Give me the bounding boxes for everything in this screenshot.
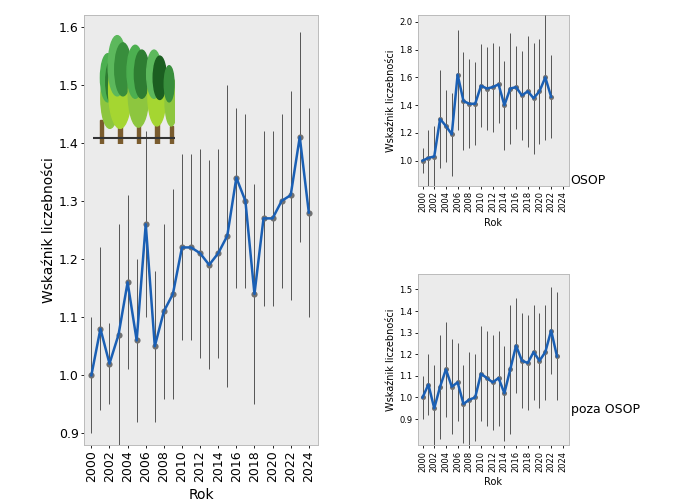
Point (267, 214, 278, 222)
Point (522, 88, 533, 96)
Point (429, 152, 439, 160)
Point (470, 100, 481, 108)
Point (522, 359, 533, 367)
Point (487, 83, 498, 91)
Point (294, 133, 305, 141)
X-axis label: Rok: Rok (188, 488, 214, 500)
X-axis label: Rok: Rok (485, 477, 502, 487)
Point (258, 214, 269, 222)
Point (423, 154, 434, 162)
Point (452, 378, 463, 386)
Point (499, 389, 509, 397)
Y-axis label: Wskaźnik liczebności: Wskaźnik liczebności (386, 49, 396, 152)
Text: poza OSOP: poza OSOP (571, 404, 640, 416)
Point (131, 336, 142, 344)
Point (441, 366, 452, 374)
Point (158, 308, 169, 316)
Point (429, 404, 439, 412)
Point (528, 348, 539, 356)
Y-axis label: Wskaźnik liczebności: Wskaźnik liczebności (42, 157, 56, 303)
Text: OSOP: OSOP (571, 174, 606, 186)
Point (95, 325, 106, 333)
Point (86, 372, 97, 380)
Point (435, 115, 446, 123)
Point (476, 370, 487, 378)
Point (423, 380, 434, 388)
Point (517, 357, 528, 365)
Point (446, 130, 457, 138)
Point (141, 220, 151, 228)
Point (417, 394, 428, 402)
Point (534, 357, 545, 365)
Point (517, 92, 528, 100)
Point (546, 93, 557, 101)
Point (240, 197, 251, 205)
Point (511, 83, 522, 91)
Point (470, 394, 481, 402)
Point (546, 326, 557, 334)
Point (186, 244, 197, 252)
Point (122, 278, 133, 286)
Point (505, 366, 516, 374)
Point (552, 352, 563, 360)
Point (304, 208, 314, 216)
Point (194, 249, 205, 257)
Point (540, 348, 551, 356)
Point (493, 374, 504, 382)
Point (464, 100, 474, 108)
Point (458, 400, 469, 408)
Point (417, 156, 428, 164)
Point (452, 70, 463, 78)
Point (104, 360, 115, 368)
Point (487, 378, 498, 386)
Point (231, 174, 242, 182)
Point (493, 80, 504, 88)
Point (481, 374, 492, 382)
Point (149, 342, 160, 350)
Point (204, 261, 215, 269)
Point (528, 94, 539, 102)
Point (499, 101, 509, 109)
Point (168, 290, 178, 298)
Point (249, 290, 260, 298)
Point (540, 74, 551, 82)
Point (446, 382, 457, 390)
Point (511, 342, 522, 349)
Point (285, 191, 296, 199)
Y-axis label: Wskaźnik liczebności: Wskaźnik liczebności (386, 308, 396, 411)
X-axis label: Rok: Rok (485, 218, 502, 228)
Point (534, 88, 545, 96)
Point (458, 97, 469, 105)
Point (222, 232, 233, 240)
Point (176, 244, 187, 252)
Point (441, 122, 452, 130)
Point (481, 84, 492, 92)
Point (276, 197, 287, 205)
Point (213, 249, 223, 257)
Point (113, 330, 124, 338)
Point (464, 396, 474, 404)
Point (476, 82, 487, 90)
Point (505, 84, 516, 92)
Point (435, 382, 446, 390)
